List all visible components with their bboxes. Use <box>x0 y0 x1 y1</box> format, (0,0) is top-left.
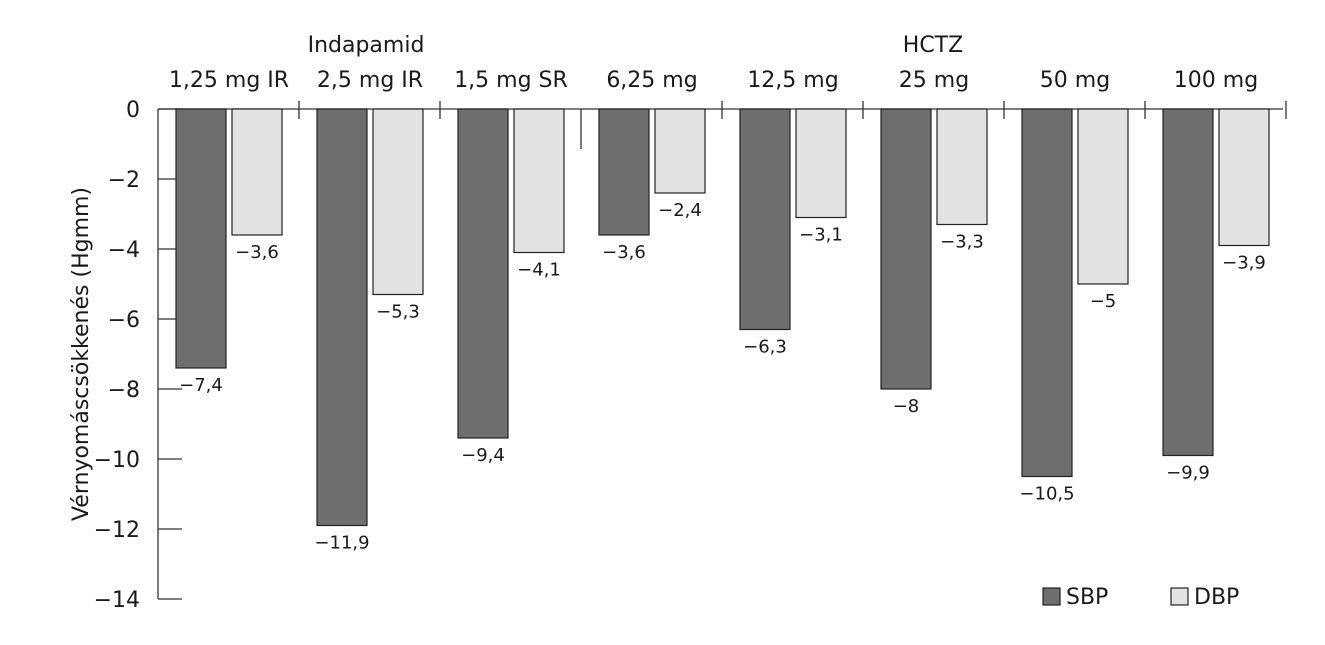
legend: SBP DBP <box>1042 585 1239 610</box>
data-label: −5 <box>1090 291 1117 312</box>
data-label: −3,1 <box>799 225 843 246</box>
sbp-bar <box>880 108 932 390</box>
category-label: 12,5 mg <box>747 68 838 93</box>
sbp-bar <box>175 108 227 369</box>
legend-label: SBP <box>1066 585 1108 610</box>
data-label: −5,3 <box>376 302 420 323</box>
y-tick-label: −12 <box>94 518 140 543</box>
category-label: 1,5 mg SR <box>454 68 568 93</box>
data-label: −3,9 <box>1222 253 1266 274</box>
dbp-bar <box>654 108 706 194</box>
dbp-bar <box>231 108 283 236</box>
sbp-bar <box>598 108 650 236</box>
dbp-bar <box>936 108 988 226</box>
y-tick-label: −10 <box>94 448 140 473</box>
dbp-bar <box>1077 108 1129 285</box>
category-label: 2,5 mg IR <box>317 68 423 93</box>
sbp-bar <box>1021 108 1073 478</box>
data-label: −10,5 <box>1019 484 1074 505</box>
y-tick-label: −6 <box>108 308 140 333</box>
data-label: −2,4 <box>658 200 702 221</box>
bars <box>175 108 1270 527</box>
sbp-bar <box>739 108 791 331</box>
data-label: −9,9 <box>1166 463 1210 484</box>
legend-label: DBP <box>1194 585 1239 610</box>
data-label: −8 <box>893 396 920 417</box>
y-tick-label: −2 <box>108 168 140 193</box>
group-title: HCTZ <box>903 33 963 58</box>
category-label: 50 mg <box>1040 68 1110 93</box>
data-label: −7,4 <box>179 375 223 396</box>
sbp-bar <box>457 108 509 439</box>
dbp-bar <box>513 108 565 254</box>
data-label: −9,4 <box>461 445 505 466</box>
data-label: −3,6 <box>602 242 646 263</box>
category-label: 100 mg <box>1174 68 1258 93</box>
legend-swatch <box>1042 587 1061 606</box>
category-label: 1,25 mg IR <box>169 68 289 93</box>
data-label: −3,3 <box>940 232 984 253</box>
sbp-bar <box>316 108 368 527</box>
y-tick-label: −8 <box>108 378 140 403</box>
category-label: 6,25 mg <box>606 68 697 93</box>
data-label: −4,1 <box>517 260 561 281</box>
sbp-bar <box>1162 108 1214 457</box>
data-label: −3,6 <box>235 242 279 263</box>
labels: −7,4 −11,9 −9,4 −3,6 −6,3 −8 −10,5 −9,9 −3,6 −5,3… <box>179 200 1266 554</box>
dbp-bar <box>1218 108 1270 247</box>
y-tick-label: −4 <box>108 238 140 263</box>
y-tick-label: 0 <box>126 98 140 123</box>
y-tick-label: −14 <box>94 588 140 613</box>
legend-swatch <box>1170 587 1189 606</box>
data-label: −11,9 <box>314 533 369 554</box>
dbp-bar <box>372 108 424 296</box>
category-label: 25 mg <box>899 68 969 93</box>
axes: 0 −2 −4 −6 −8 −10 −12 −14 Vérnyomáscsökkenés (Hg… <box>69 33 1287 613</box>
group-title: Indapamid <box>308 33 425 58</box>
y-axis-title: Vérnyomáscsökkenés (Hgmm) <box>69 187 94 521</box>
dbp-bar <box>795 108 847 219</box>
data-label: −6,3 <box>743 337 787 358</box>
